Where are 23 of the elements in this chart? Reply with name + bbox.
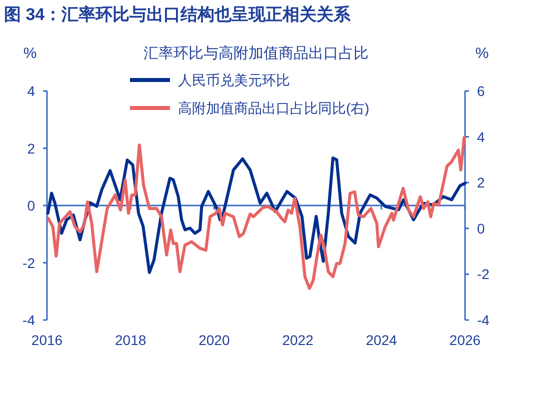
y2-tick-label: 0 bbox=[477, 220, 485, 236]
x-tick-label: 2022 bbox=[282, 332, 314, 348]
legend-label: 高附加值商品出口占比同比(右) bbox=[178, 100, 370, 116]
x-tick-label: 2026 bbox=[449, 332, 481, 348]
y-tick-label: 2 bbox=[27, 140, 36, 156]
x-tick-label: 2024 bbox=[366, 332, 398, 348]
x-tick-label: 2020 bbox=[198, 332, 230, 348]
y-tick-label: 4 bbox=[27, 83, 36, 99]
legend-label: 人民币兑美元环比 bbox=[178, 72, 290, 88]
chart-subtitle: 汇率环比与高附加值商品出口占比 bbox=[144, 45, 368, 62]
y-axis-title: % bbox=[23, 45, 37, 62]
y2-tick-label: -4 bbox=[477, 312, 490, 328]
y2-tick-label: 4 bbox=[477, 128, 485, 145]
y-tick-label: -4 bbox=[22, 312, 36, 328]
y-tick-label: -2 bbox=[22, 254, 36, 271]
chart-title: 图 34：汇率环比与出口结构也呈现正相关关系 bbox=[4, 5, 352, 24]
y2-tick-label: 6 bbox=[477, 83, 485, 99]
y2-tick-label: 2 bbox=[477, 174, 485, 191]
y2-axis-title: % bbox=[475, 45, 489, 62]
x-tick-label: 2016 bbox=[31, 332, 63, 348]
y-tick-label: 0 bbox=[27, 198, 36, 214]
x-tick-label: 2018 bbox=[115, 332, 146, 348]
y2-tick-label: -2 bbox=[477, 266, 490, 282]
